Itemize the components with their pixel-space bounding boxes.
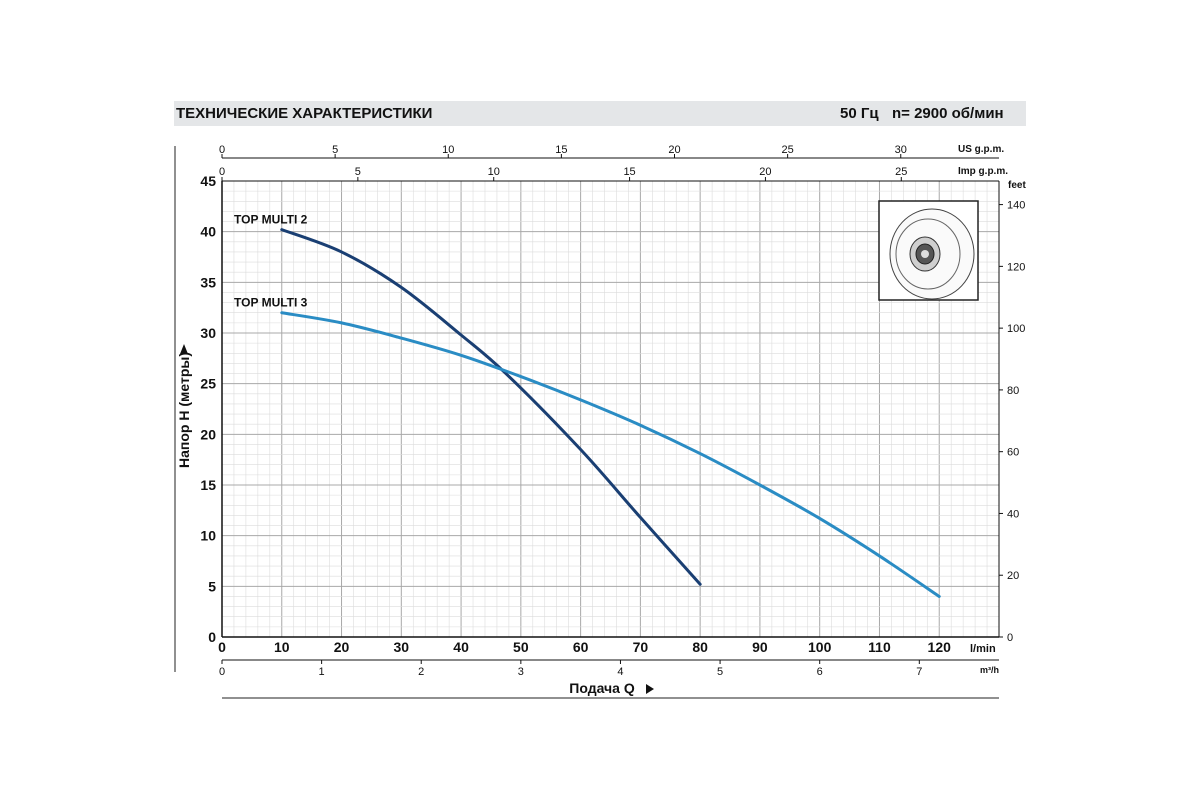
x-tick-label: 40	[453, 639, 469, 655]
series-label: TOP MULTI 3	[234, 296, 308, 310]
frequency-label: 50 Гц	[840, 105, 879, 122]
series-label: TOP MULTI 2	[234, 213, 308, 227]
y-tick-label: 10	[200, 528, 216, 544]
m3h-tick-label: 0	[219, 666, 225, 678]
m3h-tick-label: 4	[617, 666, 623, 678]
x-tick-label: 120	[928, 639, 952, 655]
series-labels: TOP MULTI 2 TOP MULTI 3	[234, 213, 308, 310]
m3h-tick-label: 5	[717, 666, 723, 678]
y-tick-label: 20	[200, 426, 216, 442]
x-tick-label: 110	[868, 639, 891, 655]
y-axis-arrow-icon	[180, 344, 188, 354]
series-line-2	[280, 228, 702, 586]
y-tick-label: 25	[200, 376, 216, 392]
y-tick-label: 15	[200, 477, 216, 493]
page-title: ТЕХНИЧЕСКИЕ ХАРАКТЕРИСТИКИ	[176, 105, 433, 122]
y-tick-label: 45	[200, 173, 216, 189]
feet-tick-label: 60	[1007, 447, 1019, 459]
m3h-tick-label: 7	[916, 666, 922, 678]
imp-gpm-tick-label: 25	[895, 166, 907, 178]
y-tick-label: 5	[208, 578, 216, 594]
imp-gpm-tick-label: 10	[488, 166, 500, 178]
y-tick-label: 0	[208, 629, 216, 645]
series-line-3	[280, 311, 941, 598]
lmin-unit: l/min	[970, 643, 996, 655]
x-tick-label: 50	[513, 639, 529, 655]
us-gpm-tick-label: 10	[442, 144, 454, 156]
speed-label: n= 2900 об/мин	[892, 105, 1004, 122]
y-tick-label: 40	[200, 224, 216, 240]
feet-tick-label: 80	[1007, 385, 1019, 397]
x-axis-title: Подача Q	[569, 680, 635, 696]
imp-gpm-tick-label: 15	[623, 166, 635, 178]
x-tick-label: 80	[692, 639, 708, 655]
us-gpm-tick-label: 20	[668, 144, 680, 156]
us-gpm-tick-label: 15	[555, 144, 567, 156]
x-tick-label: 60	[573, 639, 589, 655]
x-axis-arrow-icon	[646, 684, 654, 694]
us-gpm-tick-label: 5	[332, 144, 338, 156]
feet-tick-label: 120	[1007, 261, 1025, 273]
impeller-icon	[878, 200, 979, 301]
header-bar	[174, 101, 1026, 126]
m3h-tick-label: 6	[817, 666, 823, 678]
x-tick-label: 20	[334, 639, 350, 655]
m3h-tick-label: 3	[518, 666, 524, 678]
y-tick-label: 35	[200, 274, 216, 290]
imp-gpm-tick-label: 20	[759, 166, 771, 178]
x-tick-label: 0	[218, 639, 226, 655]
x-tick-label: 70	[633, 639, 649, 655]
feet-unit: feet	[1008, 180, 1026, 191]
m3h-tick-label: 1	[319, 666, 325, 678]
x-tick-label: 10	[274, 639, 290, 655]
feet-tick-label: 140	[1007, 200, 1025, 212]
x-tick-label: 30	[394, 639, 410, 655]
us-gpm-tick-label: 30	[895, 144, 907, 156]
y-tick-label: 30	[200, 325, 216, 341]
us-gpm-unit: US g.p.m.	[958, 144, 1004, 155]
feet-tick-label: 20	[1007, 570, 1019, 582]
feet-tick-label: 40	[1007, 508, 1019, 520]
axes	[174, 146, 1000, 699]
us-gpm-tick-label: 0	[219, 144, 225, 156]
series-lines	[280, 228, 941, 598]
feet-tick-label: 0	[1007, 632, 1013, 644]
feet-tick-label: 100	[1007, 323, 1025, 335]
x-tick-label: 100	[808, 639, 832, 655]
x-tick-label: 90	[752, 639, 768, 655]
imp-gpm-unit: Imp g.p.m.	[958, 166, 1008, 177]
m3h-tick-label: 2	[418, 666, 424, 678]
us-gpm-tick-label: 25	[782, 144, 794, 156]
imp-gpm-tick-label: 0	[219, 166, 225, 178]
y-axis-title: Напор H (метры)	[176, 352, 192, 468]
imp-gpm-tick-label: 5	[355, 166, 361, 178]
m3h-unit: m³/h	[980, 665, 999, 675]
